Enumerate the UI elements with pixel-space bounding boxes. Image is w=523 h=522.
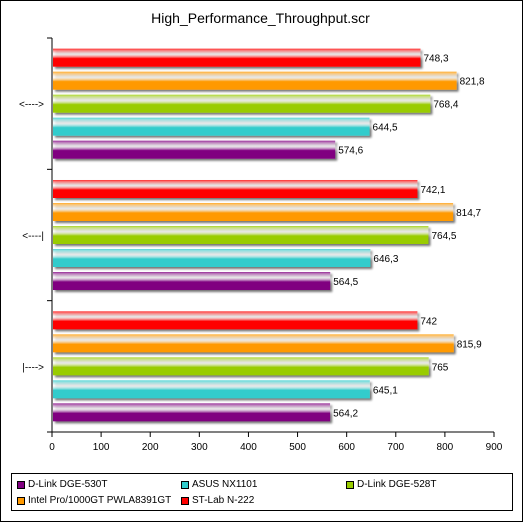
bar <box>53 71 457 90</box>
data-label: 644,5 <box>373 123 398 134</box>
data-label: 564,2 <box>333 408 358 419</box>
bar <box>53 226 429 244</box>
data-label: 765 <box>432 362 449 373</box>
data-label: 764,5 <box>431 231 456 242</box>
bar <box>53 272 331 290</box>
x-tick-label: 300 <box>191 442 208 453</box>
data-label: 815,9 <box>457 339 482 350</box>
x-tick-label: 0 <box>49 442 55 453</box>
x-tick-label: 400 <box>240 442 257 453</box>
category-label: |----> <box>22 362 44 373</box>
bar <box>53 403 331 422</box>
chart-legend: D-Link DGE-530T ASUS NX1101 D-Link DGE-5… <box>11 473 513 511</box>
data-label: 646,3 <box>373 254 398 265</box>
bar <box>53 48 421 67</box>
bar <box>53 203 454 221</box>
x-tick-label: 900 <box>486 442 503 453</box>
category-label: <----| <box>22 231 44 242</box>
legend-swatch <box>17 497 25 505</box>
data-label: 821,8 <box>460 77 485 88</box>
x-tick-label: 700 <box>387 442 404 453</box>
data-label: 742,1 <box>420 185 445 196</box>
bar <box>53 357 429 376</box>
legend-swatch <box>181 497 189 505</box>
bar <box>53 117 370 136</box>
bar <box>53 311 418 330</box>
legend-swatch <box>181 481 189 489</box>
x-tick-label: 500 <box>289 442 306 453</box>
bar <box>53 140 336 159</box>
bar <box>53 180 418 198</box>
legend-label: Intel Pro/1000GT PWLA8391GT <box>28 495 172 506</box>
data-label: 645,1 <box>373 385 398 396</box>
legend-label: D-Link DGE-528T <box>357 479 437 490</box>
data-label: 564,5 <box>333 277 358 288</box>
data-label: 742 <box>420 316 437 327</box>
bar <box>53 334 454 353</box>
x-tick-label: 200 <box>142 442 159 453</box>
bar <box>53 249 371 267</box>
data-label: 768,4 <box>433 100 458 111</box>
chart-title: High_Performance_Throughput.scr <box>151 10 370 26</box>
data-label: 814,7 <box>456 208 481 219</box>
category-label: <----> <box>19 100 44 111</box>
legend-label: ST-Lab N-222 <box>192 495 255 506</box>
data-label: 748,3 <box>423 54 448 65</box>
bar <box>53 380 370 399</box>
data-label: 574,6 <box>338 146 363 157</box>
legend-label: D-Link DGE-530T <box>28 479 108 490</box>
bar <box>53 94 431 113</box>
chart-plot: 748,3 821,8 768,4 644,5 574,6 <----> 742,1 814,… <box>19 37 503 453</box>
x-tick-label: 100 <box>93 442 110 453</box>
legend-label: ASUS NX1101 <box>192 479 258 490</box>
x-tick-label: 600 <box>338 442 355 453</box>
legend-swatch <box>346 481 354 489</box>
x-tick-label: 800 <box>437 442 454 453</box>
legend-swatch <box>17 481 25 489</box>
